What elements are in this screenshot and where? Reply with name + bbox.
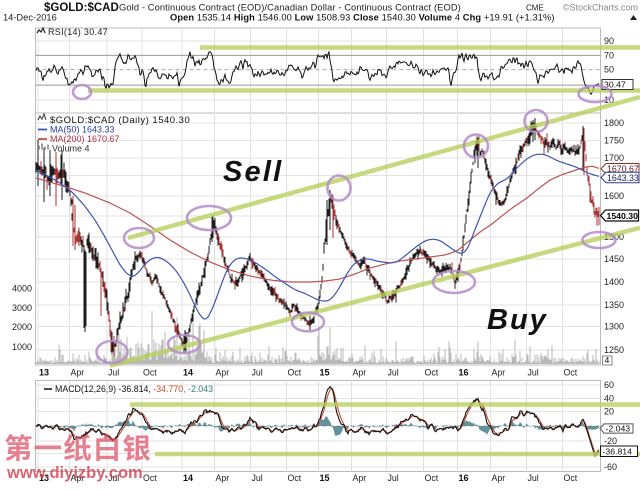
svg-text:1643.33: 1643.33 bbox=[607, 173, 639, 183]
svg-text:1000: 1000 bbox=[12, 342, 32, 352]
svg-text:Jul: Jul bbox=[252, 473, 263, 483]
svg-text:Buy: Buy bbox=[487, 304, 548, 336]
svg-text:Oct: Oct bbox=[425, 473, 439, 483]
svg-text:13: 13 bbox=[39, 473, 49, 483]
svg-text:Apr: Apr bbox=[216, 473, 230, 483]
svg-text:Apr: Apr bbox=[216, 368, 230, 378]
svg-text:-20: -20 bbox=[604, 436, 617, 446]
svg-text:www.diyizby.com: www.diyizby.com bbox=[6, 464, 143, 482]
svg-text:$GOLD:$CAD: $GOLD:$CAD bbox=[44, 2, 119, 14]
svg-text:Jul: Jul bbox=[108, 368, 119, 378]
svg-text:14: 14 bbox=[183, 473, 193, 483]
svg-text:1750: 1750 bbox=[604, 136, 624, 146]
svg-text:90: 90 bbox=[604, 36, 614, 46]
svg-text:Oct: Oct bbox=[564, 368, 578, 378]
svg-text:MA(50) 1643.33: MA(50) 1643.33 bbox=[50, 125, 115, 135]
svg-text:-60: -60 bbox=[604, 462, 617, 472]
svg-text:Apr: Apr bbox=[353, 368, 367, 378]
svg-text:1300: 1300 bbox=[604, 322, 624, 332]
svg-text:©StockCharts.com: ©StockCharts.com bbox=[563, 3, 638, 13]
svg-text:Apr: Apr bbox=[492, 473, 506, 483]
svg-text:20: 20 bbox=[604, 407, 614, 417]
svg-text:3000: 3000 bbox=[12, 303, 32, 313]
svg-text:Oct: Oct bbox=[425, 368, 439, 378]
svg-text:30.47: 30.47 bbox=[604, 79, 626, 89]
svg-text:14: 14 bbox=[183, 368, 193, 378]
svg-text:14-Dec-2016: 14-Dec-2016 bbox=[3, 13, 57, 23]
svg-text:1400: 1400 bbox=[604, 277, 624, 287]
svg-text:Oct: Oct bbox=[143, 368, 157, 378]
svg-text:Oct: Oct bbox=[564, 473, 578, 483]
svg-text:15: 15 bbox=[320, 368, 330, 378]
svg-text:10: 10 bbox=[604, 95, 614, 105]
svg-text:40: 40 bbox=[604, 394, 614, 404]
svg-text:MA(200) 1670.67: MA(200) 1670.67 bbox=[50, 134, 120, 144]
svg-text:Apr: Apr bbox=[492, 368, 506, 378]
svg-text:Gold - Continuous Contract (EO: Gold - Continuous Contract (EOD)/Canadia… bbox=[119, 3, 461, 13]
svg-text:Apr: Apr bbox=[353, 473, 367, 483]
svg-text:Jul: Jul bbox=[388, 368, 399, 378]
svg-text:1700: 1700 bbox=[604, 153, 624, 163]
svg-text:Oct: Oct bbox=[288, 368, 302, 378]
svg-text:CME: CME bbox=[526, 4, 544, 13]
svg-text:4: 4 bbox=[605, 355, 610, 365]
svg-text:13: 13 bbox=[39, 368, 49, 378]
svg-text:1800: 1800 bbox=[604, 118, 624, 128]
svg-text:50: 50 bbox=[604, 65, 614, 75]
svg-text:16: 16 bbox=[459, 473, 469, 483]
svg-text:-36.814: -36.814 bbox=[603, 446, 633, 456]
svg-text:Jul: Jul bbox=[108, 473, 119, 483]
svg-text:RSI(14) 30.47: RSI(14) 30.47 bbox=[48, 27, 108, 37]
svg-text:60: 60 bbox=[604, 380, 614, 390]
svg-text:Jul: Jul bbox=[252, 368, 263, 378]
svg-text:15: 15 bbox=[320, 473, 330, 483]
svg-text:Apr: Apr bbox=[71, 473, 85, 483]
svg-text:Jul: Jul bbox=[528, 368, 539, 378]
svg-text:Jul: Jul bbox=[388, 473, 399, 483]
svg-text:1350: 1350 bbox=[604, 300, 624, 310]
svg-text:1540.30: 1540.30 bbox=[607, 211, 639, 221]
svg-text:Sell: Sell bbox=[223, 156, 283, 188]
svg-text:4000: 4000 bbox=[12, 284, 32, 294]
svg-text:1450: 1450 bbox=[604, 254, 624, 264]
svg-text:70: 70 bbox=[604, 50, 614, 60]
svg-text:Oct: Oct bbox=[143, 473, 157, 483]
svg-text:1600: 1600 bbox=[604, 191, 624, 201]
svg-text:Apr: Apr bbox=[71, 368, 85, 378]
svg-text:2000: 2000 bbox=[12, 322, 32, 332]
svg-text:1670.67: 1670.67 bbox=[607, 164, 639, 174]
svg-text:$GOLD:$CAD (Daily) 1540.30: $GOLD:$CAD (Daily) 1540.30 bbox=[50, 115, 190, 126]
svg-text:Jul: Jul bbox=[528, 473, 539, 483]
svg-text:MACD(12,26,9) -36.814, -34.770: MACD(12,26,9) -36.814, -34.770, -2.043 bbox=[55, 384, 213, 394]
svg-text:16: 16 bbox=[459, 368, 469, 378]
svg-text:Open 1535.14 High 1546.00 Low: Open 1535.14 High 1546.00 Low 1508.93 Cl… bbox=[170, 13, 555, 23]
svg-text:-2.043: -2.043 bbox=[606, 424, 631, 434]
svg-text:1250: 1250 bbox=[604, 345, 624, 355]
svg-text:Oct: Oct bbox=[288, 473, 302, 483]
svg-text:Volume 4: Volume 4 bbox=[52, 144, 90, 154]
